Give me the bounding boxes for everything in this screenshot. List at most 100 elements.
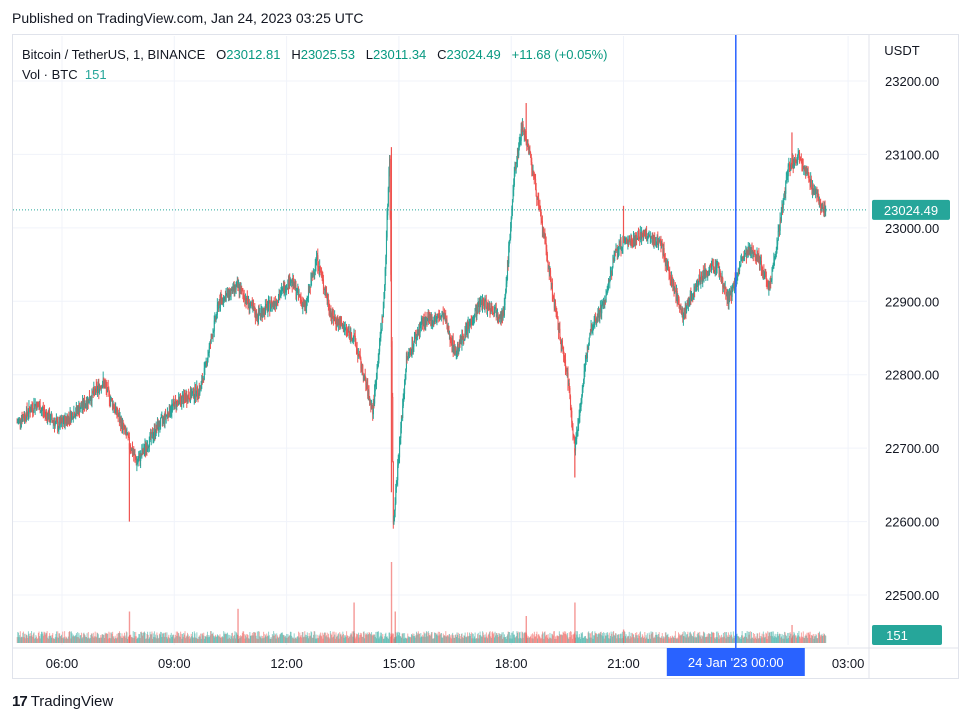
candle-body [253, 306, 255, 311]
volume-bar [398, 632, 400, 643]
volume-bar [47, 638, 49, 643]
candle-body [723, 284, 725, 287]
volume-bar [432, 638, 434, 643]
volume-bar [276, 635, 278, 643]
candle-body [717, 263, 719, 266]
candle-body [199, 387, 201, 394]
volume-bar [681, 634, 683, 643]
candle-body [814, 190, 816, 193]
candle-body [764, 276, 766, 278]
candle-body [561, 340, 563, 348]
volume-bar [409, 636, 411, 643]
candle-body [200, 384, 202, 390]
candle-body [246, 296, 248, 303]
candle-body [737, 269, 739, 276]
candle-body [377, 359, 379, 367]
candle-body [431, 316, 433, 325]
candle-body [227, 291, 229, 296]
candle-body [248, 299, 250, 304]
footer-branding[interactable]: 17 TradingView [12, 693, 113, 710]
volume-bar [281, 632, 283, 643]
volume-bar [187, 632, 189, 643]
candle-body [637, 234, 639, 239]
candle-body [75, 413, 77, 416]
candle-body [703, 273, 705, 276]
volume-bar [744, 633, 746, 643]
volume-bar [164, 632, 166, 643]
candle-body [757, 254, 759, 262]
volume-bar [361, 633, 363, 643]
candle-body [76, 406, 78, 411]
volume-bar [490, 636, 492, 643]
volume-bar [167, 638, 169, 643]
volume-bar [658, 633, 660, 643]
candle-body [621, 247, 623, 249]
candle-body [457, 344, 459, 351]
candle-body [102, 384, 104, 388]
volume-bar [771, 631, 773, 643]
volume-bar [454, 637, 456, 643]
volume-bar [672, 636, 674, 643]
candle-body [624, 239, 626, 242]
volume-bar [138, 634, 140, 643]
candle-body [319, 266, 321, 271]
volume-bar [744, 636, 746, 643]
volume-bar [572, 634, 574, 643]
candle-body [488, 304, 490, 309]
candle-body [691, 296, 693, 300]
volume-bar [663, 636, 665, 643]
candle-body [701, 276, 703, 281]
volume-bar [503, 634, 505, 643]
candle-body [125, 427, 127, 433]
volume-spike-bar [353, 602, 355, 643]
volume-bar [225, 633, 227, 643]
candle-body [797, 153, 799, 159]
candle-body [225, 294, 227, 301]
volume-bar [323, 633, 325, 643]
candle-body [188, 395, 190, 398]
volume-spike-bar [128, 611, 131, 643]
candle-body [619, 244, 621, 247]
candle-body [196, 386, 198, 395]
candle-body [537, 197, 539, 200]
volume-bar [107, 633, 109, 643]
candle-body [202, 378, 204, 383]
volume-bar [125, 631, 127, 643]
volume-bar [375, 631, 377, 643]
candle-body [21, 418, 23, 421]
symbol-label[interactable]: Bitcoin / TetherUS, 1, BINANCE [22, 47, 206, 62]
candle-body [727, 294, 729, 304]
candle-body [699, 275, 701, 278]
volume-bar [427, 636, 429, 643]
volume-bar [747, 631, 749, 643]
candle-body [303, 303, 305, 307]
candle-body [544, 234, 546, 240]
candle-body [34, 404, 36, 409]
volume-bar [139, 638, 141, 643]
candle-body [511, 211, 513, 219]
candle-body [732, 282, 734, 288]
volume-bar [476, 638, 478, 643]
volume-bar [303, 637, 305, 643]
volume-bar [780, 636, 782, 643]
volume-bar [505, 636, 507, 643]
candle-body [748, 248, 750, 253]
volume-bar [112, 636, 114, 643]
candle-body [501, 313, 503, 319]
candle-body [606, 293, 608, 295]
crosshair-time-label: 24 Jan '23 00:00 [688, 655, 784, 670]
candle-body [332, 316, 334, 321]
candle-body [324, 289, 326, 291]
candle-body [246, 296, 248, 302]
chart-frame[interactable] [12, 34, 959, 679]
volume-label[interactable]: Vol · BTC [22, 67, 78, 82]
volume-bar [96, 632, 98, 643]
volume-bar [170, 632, 172, 643]
volume-bar [203, 638, 205, 643]
candle-body [228, 288, 230, 298]
candle-body [795, 161, 797, 163]
candle-body [32, 410, 34, 412]
volume-bar [173, 634, 175, 643]
volume-bar [367, 634, 369, 643]
